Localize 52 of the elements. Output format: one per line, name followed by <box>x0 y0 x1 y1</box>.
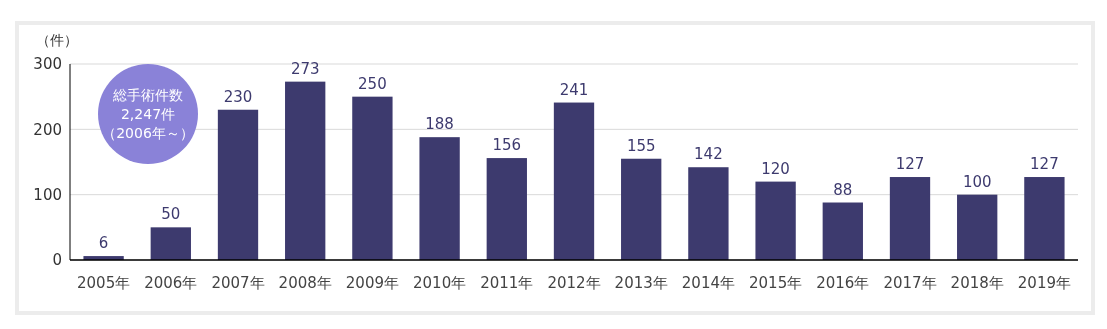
data-label: 88 <box>833 180 853 199</box>
bar <box>755 181 796 260</box>
data-label: 188 <box>425 115 454 134</box>
x-tick-label: 2007年 <box>211 274 265 292</box>
x-tick-label: 2010年 <box>413 274 467 292</box>
x-tick-label: 2019年 <box>1017 274 1071 292</box>
data-label: 127 <box>895 155 925 174</box>
annotation: （2006年～） <box>102 124 194 141</box>
y-tick-label: 0 <box>52 251 62 270</box>
bar <box>688 167 729 260</box>
x-tick-label: 2017年 <box>883 274 937 292</box>
y-tick-label: 300 <box>33 55 62 74</box>
bar <box>957 194 998 260</box>
bar <box>1024 177 1065 260</box>
bar <box>822 202 863 260</box>
bar <box>217 109 259 260</box>
bar <box>352 96 393 260</box>
x-tick-label: 2015年 <box>749 274 803 292</box>
y-tick-label: 100 <box>33 185 62 204</box>
bar <box>553 102 595 260</box>
data-label: 120 <box>761 159 790 178</box>
x-tick-label: 2009年 <box>345 274 399 292</box>
data-label: 142 <box>694 145 723 164</box>
bar <box>486 158 527 260</box>
data-label: 155 <box>626 136 656 155</box>
x-tick-label: 2016年 <box>816 274 870 292</box>
data-label: 156 <box>492 136 522 155</box>
annotation: 2,247件 <box>120 105 176 122</box>
y-tick-label: 200 <box>33 120 62 139</box>
x-tick-label: 2008年 <box>278 274 332 292</box>
data-label: 127 <box>1030 155 1059 174</box>
bar <box>621 158 662 260</box>
data-label: 50 <box>161 205 181 224</box>
data-label: 273 <box>290 59 320 78</box>
x-tick-label: 2005年 <box>77 274 131 292</box>
x-tick-label: 2012年 <box>547 274 601 292</box>
bar <box>150 227 191 260</box>
bar <box>285 81 326 260</box>
data-label: 100 <box>962 172 992 191</box>
bar <box>419 137 460 260</box>
data-label: 230 <box>223 87 253 106</box>
annotation: 総手術件数 <box>112 86 183 103</box>
x-tick-label: 2011年 <box>480 274 534 292</box>
x-tick-label: 2013年 <box>614 274 668 292</box>
data-label: 241 <box>559 80 589 99</box>
x-tick-label: 2014年 <box>681 274 735 292</box>
data-label: 250 <box>358 74 387 93</box>
data-label: 6 <box>98 234 109 253</box>
bar <box>889 177 931 260</box>
x-tick-label: 2006年 <box>144 274 198 292</box>
y-axis-title: （件） <box>36 32 78 48</box>
x-tick-label: 2018年 <box>950 274 1004 292</box>
